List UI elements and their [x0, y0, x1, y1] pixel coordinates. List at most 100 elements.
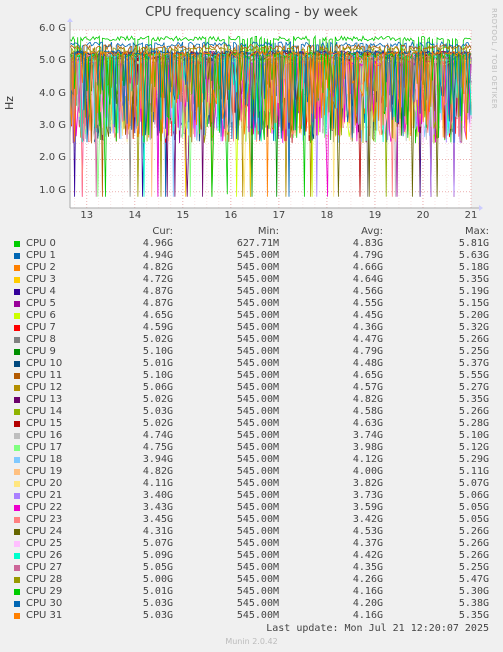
avg-value: 4.16G [352, 586, 383, 597]
min-value: 545.00M [236, 298, 279, 309]
cur-value: 4.11G [142, 478, 173, 489]
cur-value: 3.45G [142, 514, 173, 525]
y-tick-label: 5.0 G [39, 55, 66, 67]
min-value: 545.00M [236, 430, 279, 441]
min-value: 545.00M [236, 526, 279, 537]
min-value: 545.00M [236, 406, 279, 417]
cur-value: 4.87G [142, 298, 173, 309]
legend-swatch [14, 373, 20, 379]
series-name: CPU 15 [26, 418, 63, 429]
legend-swatch [14, 421, 20, 427]
legend-swatch [14, 589, 20, 595]
max-value: 5.26G [458, 550, 489, 561]
rrdtool-credit: RRDTOOL / TOBI OETIKER [490, 8, 498, 110]
cur-value: 5.06G [142, 382, 173, 393]
cur-value: 5.03G [142, 610, 173, 621]
series-name: CPU 25 [26, 538, 63, 549]
avg-value: 4.53G [352, 526, 383, 537]
min-value: 545.00M [236, 586, 279, 597]
legend-row: CPU 21 3.40G 545.00M 3.73G 5.06G [0, 490, 503, 502]
max-value: 5.55G [458, 370, 489, 381]
min-value: 545.00M [236, 502, 279, 513]
max-value: 5.27G [458, 382, 489, 393]
min-value: 545.00M [236, 454, 279, 465]
last-update: Last update: Mon Jul 21 12:20:07 2025 [266, 623, 489, 634]
min-value: 545.00M [236, 370, 279, 381]
series-name: CPU 29 [26, 586, 63, 597]
series-name: CPU 3 [26, 274, 56, 285]
legend-row: CPU 1 4.94G 545.00M 4.79G 5.63G [0, 250, 503, 262]
legend-row: CPU 8 5.02G 545.00M 4.47G 5.26G [0, 334, 503, 346]
min-value: 545.00M [236, 538, 279, 549]
avg-value: 4.45G [352, 310, 383, 321]
legend-row: CPU 14 5.03G 545.00M 4.58G 5.26G [0, 406, 503, 418]
avg-value: 3.74G [352, 430, 383, 441]
avg-value: 4.00G [352, 466, 383, 477]
min-value: 545.00M [236, 346, 279, 357]
avg-value: 4.20G [352, 598, 383, 609]
legend-swatch [14, 565, 20, 571]
legend-swatch [14, 337, 20, 343]
max-value: 5.15G [458, 298, 489, 309]
min-value: 545.00M [236, 310, 279, 321]
legend-row: CPU 24 4.31G 545.00M 4.53G 5.26G [0, 526, 503, 538]
avg-value: 4.56G [352, 286, 383, 297]
avg-value: 3.82G [352, 478, 383, 489]
legend-swatch [14, 349, 20, 355]
legend-swatch [14, 505, 20, 511]
series-name: CPU 16 [26, 430, 63, 441]
cur-value: 4.82G [142, 262, 173, 273]
avg-value: 4.36G [352, 322, 383, 333]
legend-swatch [14, 529, 20, 535]
avg-value: 4.16G [352, 610, 383, 621]
series-name: CPU 18 [26, 454, 63, 465]
avg-value: 4.57G [352, 382, 383, 393]
legend-row: CPU 12 5.06G 545.00M 4.57G 5.27G [0, 382, 503, 394]
legend-row: CPU 10 5.01G 545.00M 4.48G 5.37G [0, 358, 503, 370]
legend-swatch [14, 265, 20, 271]
min-value: 545.00M [236, 610, 279, 621]
min-value: 545.00M [236, 394, 279, 405]
max-value: 5.25G [458, 346, 489, 357]
min-value: 545.00M [236, 274, 279, 285]
max-value: 5.18G [458, 262, 489, 273]
max-value: 5.06G [458, 490, 489, 501]
y-tick-label: 6.0 G [39, 23, 66, 34]
legend-swatch [14, 541, 20, 547]
series-name: CPU 30 [26, 598, 63, 609]
max-value: 5.19G [458, 286, 489, 297]
legend-row: CPU 26 5.09G 545.00M 4.42G 5.26G [0, 550, 503, 562]
avg-value: 4.48G [352, 358, 383, 369]
cur-value: 4.75G [142, 442, 173, 453]
munin-version: Munin 2.0.42 [225, 637, 278, 646]
max-value: 5.63G [458, 250, 489, 261]
avg-value: 4.55G [352, 298, 383, 309]
avg-value: 4.79G [352, 250, 383, 261]
cur-value: 4.96G [142, 238, 173, 249]
cur-value: 5.00G [142, 574, 173, 585]
legend-swatch [14, 361, 20, 367]
min-value: 545.00M [236, 250, 279, 261]
series-name: CPU 23 [26, 514, 63, 525]
min-value: 545.00M [236, 418, 279, 429]
cur-value: 5.10G [142, 370, 173, 381]
legend-swatch [14, 289, 20, 295]
legend-swatch [14, 481, 20, 487]
col-cur: Cur: [152, 226, 173, 237]
legend-row: CPU 3 4.72G 545.00M 4.64G 5.35G [0, 274, 503, 286]
legend-row: CPU 30 5.03G 545.00M 4.20G 5.38G [0, 598, 503, 610]
legend-swatch [14, 517, 20, 523]
legend-row: CPU 5 4.87G 545.00M 4.55G 5.15G [0, 298, 503, 310]
series-name: CPU 0 [26, 238, 56, 249]
series-name: CPU 26 [26, 550, 63, 561]
legend-swatch [14, 493, 20, 499]
legend-swatch [14, 301, 20, 307]
series-name: CPU 14 [26, 406, 63, 417]
avg-value: 4.58G [352, 406, 383, 417]
series-name: CPU 28 [26, 574, 63, 585]
min-value: 545.00M [236, 286, 279, 297]
max-value: 5.05G [458, 514, 489, 525]
legend-row: CPU 11 5.10G 545.00M 4.65G 5.55G [0, 370, 503, 382]
avg-value: 4.65G [352, 370, 383, 381]
legend-header: Cur: Min: Avg: Max: [0, 226, 503, 238]
